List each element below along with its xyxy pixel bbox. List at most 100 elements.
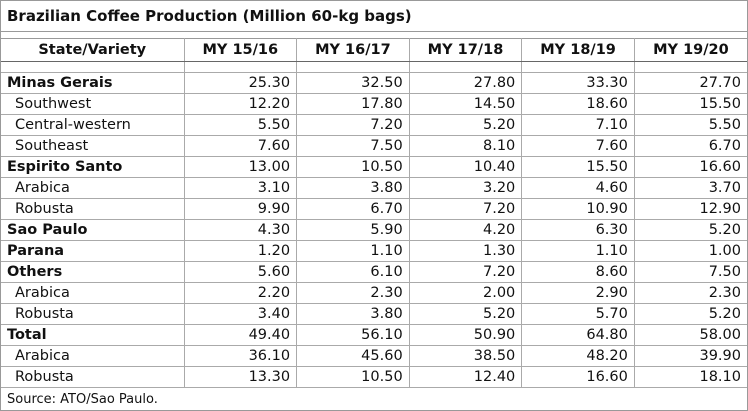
value-cell: 7.60 (183, 135, 298, 157)
row-label: Parana (1, 240, 185, 262)
value-cell: 27.70 (633, 72, 747, 94)
value-cell: 15.50 (633, 93, 747, 115)
value-cell: 18.10 (633, 366, 747, 388)
value-cell: 13.00 (183, 156, 298, 178)
empty-cell (521, 61, 635, 73)
value-cell: 1.30 (408, 240, 523, 262)
column-header: MY 19/20 (633, 38, 747, 62)
value-cell: 9.90 (183, 198, 298, 220)
value-cell: 50.90 (408, 324, 523, 346)
value-cell: 12.20 (183, 93, 298, 115)
table-row: Parana 1.20 1.10 1.30 1.10 1.00 (1, 240, 747, 262)
value-cell: 7.20 (408, 261, 523, 283)
empty-cell (408, 61, 523, 73)
value-cell: 2.20 (183, 282, 298, 304)
table-row: Arabica 36.10 45.60 38.50 48.20 39.90 (1, 345, 747, 367)
value-cell: 48.20 (521, 345, 635, 367)
value-cell: 25.30 (183, 72, 298, 94)
value-cell: 16.60 (633, 156, 747, 178)
value-cell: 2.00 (408, 282, 523, 304)
value-cell: 13.30 (183, 366, 298, 388)
row-label: Robusta (1, 366, 185, 388)
row-label: Robusta (1, 303, 185, 325)
value-cell: 39.90 (633, 345, 747, 367)
value-cell: 1.20 (183, 240, 298, 262)
value-cell: 1.00 (633, 240, 747, 262)
table-row: Minas Gerais 25.30 32.50 27.80 33.30 27.70 (1, 72, 747, 94)
value-cell: 8.60 (521, 261, 635, 283)
value-cell: 5.20 (633, 303, 747, 325)
table-row: Espirito Santo 13.00 10.50 10.40 15.50 16.60 (1, 156, 747, 178)
source-note: Source: ATO/Sao Paulo. (7, 392, 158, 407)
value-cell: 1.10 (296, 240, 410, 262)
row-label: Robusta (1, 198, 185, 220)
value-cell: 14.50 (408, 93, 523, 115)
column-header: MY 16/17 (296, 38, 410, 62)
table-row: Arabica 2.20 2.30 2.00 2.90 2.30 (1, 282, 747, 304)
table-title: Brazilian Coffee Production (Million 60-… (1, 1, 747, 32)
table-row: Arabica 3.10 3.80 3.20 4.60 3.70 (1, 177, 747, 199)
value-cell: 5.20 (408, 114, 523, 136)
table-body: Minas Gerais 25.30 32.50 27.80 33.30 27.70 Sou… (1, 61, 747, 388)
column-header: MY 15/16 (183, 38, 298, 62)
table-row: Others 5.60 6.10 7.20 8.60 7.50 (1, 261, 747, 283)
value-cell: 3.70 (633, 177, 747, 199)
table-row: Total 49.40 56.10 50.90 64.80 58.00 (1, 324, 747, 346)
value-cell: 5.70 (521, 303, 635, 325)
value-cell: 16.60 (521, 366, 635, 388)
row-label: Sao Paulo (1, 219, 185, 241)
value-cell: 2.30 (296, 282, 410, 304)
value-cell: 4.20 (408, 219, 523, 241)
row-label: Others (1, 261, 185, 283)
table-row: Central-western 5.50 7.20 5.20 7.10 5.50 (1, 114, 747, 136)
value-cell: 10.40 (408, 156, 523, 178)
value-cell: 7.10 (521, 114, 635, 136)
value-cell: 38.50 (408, 345, 523, 367)
row-label: Minas Gerais (1, 72, 185, 94)
value-cell: 3.80 (296, 177, 410, 199)
value-cell: 10.90 (521, 198, 635, 220)
header-row: State/Variety MY 15/16 MY 16/17 MY 17/18 MY … (1, 38, 747, 62)
value-cell: 5.50 (183, 114, 298, 136)
value-cell: 56.10 (296, 324, 410, 346)
table-row: Robusta 3.40 3.80 5.20 5.70 5.20 (1, 303, 747, 325)
data-table: State/Variety MY 15/16 MY 16/17 MY 17/18 MY … (1, 38, 747, 388)
value-cell: 33.30 (521, 72, 635, 94)
value-cell: 36.10 (183, 345, 298, 367)
value-cell: 4.60 (521, 177, 635, 199)
value-cell: 3.40 (183, 303, 298, 325)
table-row: Sao Paulo 4.30 5.90 4.20 6.30 5.20 (1, 219, 747, 241)
value-cell: 6.70 (296, 198, 410, 220)
empty-cell (296, 61, 410, 73)
value-cell: 32.50 (296, 72, 410, 94)
value-cell: 27.80 (408, 72, 523, 94)
row-label: Espirito Santo (1, 156, 185, 178)
value-cell: 4.30 (183, 219, 298, 241)
value-cell: 15.50 (521, 156, 635, 178)
table-row: Robusta 13.30 10.50 12.40 16.60 18.10 (1, 366, 747, 388)
spacer-row (1, 61, 747, 73)
value-cell: 3.20 (408, 177, 523, 199)
value-cell: 5.60 (183, 261, 298, 283)
row-label: Southeast (1, 135, 185, 157)
value-cell: 8.10 (408, 135, 523, 157)
value-cell: 5.90 (296, 219, 410, 241)
row-label: Arabica (1, 282, 185, 304)
column-header: MY 18/19 (521, 38, 635, 62)
value-cell: 6.70 (633, 135, 747, 157)
value-cell: 7.50 (296, 135, 410, 157)
value-cell: 5.20 (633, 219, 747, 241)
value-cell: 7.50 (633, 261, 747, 283)
value-cell: 5.20 (408, 303, 523, 325)
empty-cell (1, 61, 185, 73)
value-cell: 2.30 (633, 282, 747, 304)
table-row: Southeast 7.60 7.50 8.10 7.60 6.70 (1, 135, 747, 157)
value-cell: 49.40 (183, 324, 298, 346)
empty-cell (633, 61, 747, 73)
row-label: Arabica (1, 345, 185, 367)
table-row: Robusta 9.90 6.70 7.20 10.90 12.90 (1, 198, 747, 220)
value-cell: 3.80 (296, 303, 410, 325)
row-label: Total (1, 324, 185, 346)
value-cell: 7.60 (521, 135, 635, 157)
